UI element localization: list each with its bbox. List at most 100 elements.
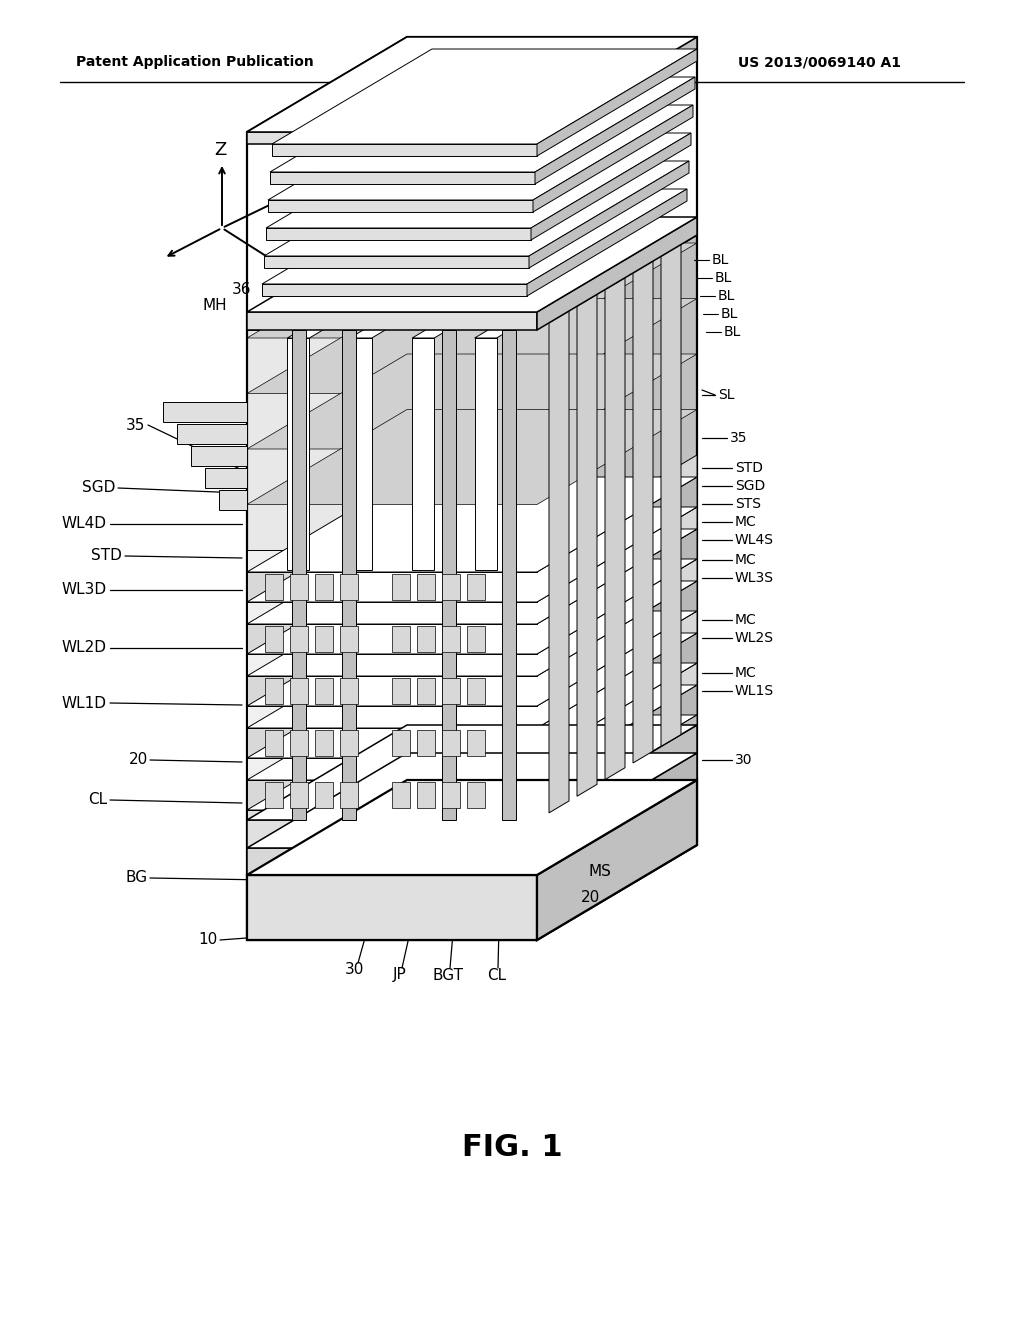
Polygon shape: [417, 574, 435, 601]
Polygon shape: [219, 490, 247, 510]
Polygon shape: [392, 574, 410, 601]
Polygon shape: [262, 284, 527, 296]
Polygon shape: [350, 243, 531, 338]
Text: STD: STD: [91, 549, 122, 564]
Polygon shape: [247, 780, 537, 810]
Polygon shape: [442, 781, 460, 808]
Polygon shape: [247, 235, 697, 330]
Polygon shape: [266, 228, 531, 240]
Polygon shape: [264, 161, 689, 256]
Polygon shape: [537, 37, 697, 144]
Polygon shape: [535, 77, 695, 183]
Polygon shape: [290, 781, 308, 808]
Text: WL4D: WL4D: [62, 516, 106, 532]
Polygon shape: [442, 574, 460, 601]
Polygon shape: [247, 752, 697, 847]
Polygon shape: [268, 201, 534, 213]
Polygon shape: [272, 144, 537, 156]
Polygon shape: [247, 312, 537, 330]
Text: 35: 35: [730, 432, 748, 445]
Polygon shape: [474, 338, 497, 570]
Polygon shape: [270, 172, 535, 183]
Polygon shape: [247, 330, 537, 820]
Polygon shape: [315, 574, 333, 601]
Polygon shape: [265, 730, 283, 756]
Polygon shape: [467, 574, 485, 601]
Text: BGT: BGT: [432, 968, 464, 982]
Polygon shape: [247, 715, 697, 810]
Polygon shape: [392, 678, 410, 704]
Text: MH: MH: [336, 285, 360, 301]
Text: CL: CL: [88, 792, 106, 808]
Polygon shape: [177, 424, 247, 444]
Polygon shape: [247, 37, 697, 132]
Polygon shape: [537, 235, 697, 572]
Polygon shape: [417, 678, 435, 704]
Polygon shape: [265, 626, 283, 652]
Polygon shape: [247, 330, 537, 572]
Polygon shape: [417, 626, 435, 652]
Polygon shape: [247, 602, 537, 624]
Text: 35: 35: [126, 417, 145, 433]
Polygon shape: [272, 49, 697, 144]
Polygon shape: [413, 338, 434, 570]
Polygon shape: [290, 730, 308, 756]
Polygon shape: [537, 611, 697, 729]
Polygon shape: [247, 729, 537, 758]
Polygon shape: [315, 781, 333, 808]
Text: SGD: SGD: [82, 480, 115, 495]
Polygon shape: [537, 752, 697, 875]
Text: BL: BL: [724, 325, 741, 339]
Polygon shape: [247, 653, 537, 676]
Text: US 2013/0069140 A1: US 2013/0069140 A1: [738, 55, 901, 69]
Polygon shape: [265, 781, 283, 808]
Polygon shape: [537, 558, 697, 676]
Text: 10: 10: [199, 932, 218, 948]
Polygon shape: [392, 626, 410, 652]
Polygon shape: [537, 663, 697, 780]
Polygon shape: [247, 810, 537, 820]
Polygon shape: [340, 678, 358, 704]
Text: BL: BL: [718, 289, 735, 304]
Polygon shape: [268, 106, 693, 201]
Text: MH: MH: [203, 297, 227, 313]
Polygon shape: [266, 133, 691, 228]
Polygon shape: [537, 216, 697, 330]
Polygon shape: [442, 626, 460, 652]
Polygon shape: [577, 294, 597, 796]
Text: Patent Application Publication: Patent Application Publication: [76, 55, 314, 69]
Polygon shape: [265, 678, 283, 704]
Polygon shape: [534, 106, 693, 213]
Polygon shape: [205, 469, 247, 488]
Polygon shape: [247, 507, 697, 602]
Polygon shape: [537, 507, 697, 624]
Text: 1: 1: [593, 178, 607, 198]
Polygon shape: [292, 330, 306, 820]
Text: SL: SL: [718, 388, 734, 403]
Polygon shape: [340, 781, 358, 808]
Polygon shape: [467, 730, 485, 756]
Text: BG: BG: [126, 870, 148, 886]
Polygon shape: [537, 780, 697, 940]
Polygon shape: [537, 715, 697, 820]
Polygon shape: [529, 161, 689, 268]
Polygon shape: [247, 725, 697, 820]
Text: Z: Z: [214, 141, 226, 158]
Polygon shape: [340, 626, 358, 652]
Polygon shape: [270, 77, 695, 172]
Polygon shape: [474, 243, 656, 338]
Text: MC: MC: [735, 515, 757, 529]
Polygon shape: [247, 550, 537, 572]
Polygon shape: [247, 354, 697, 449]
Polygon shape: [537, 581, 697, 706]
Polygon shape: [247, 663, 697, 758]
Polygon shape: [340, 574, 358, 601]
Polygon shape: [191, 446, 247, 466]
Polygon shape: [247, 477, 697, 572]
Polygon shape: [247, 706, 537, 729]
Polygon shape: [247, 235, 697, 330]
Text: 36: 36: [232, 282, 252, 297]
Text: WL2S: WL2S: [735, 631, 774, 645]
Polygon shape: [315, 626, 333, 652]
Polygon shape: [247, 216, 697, 312]
